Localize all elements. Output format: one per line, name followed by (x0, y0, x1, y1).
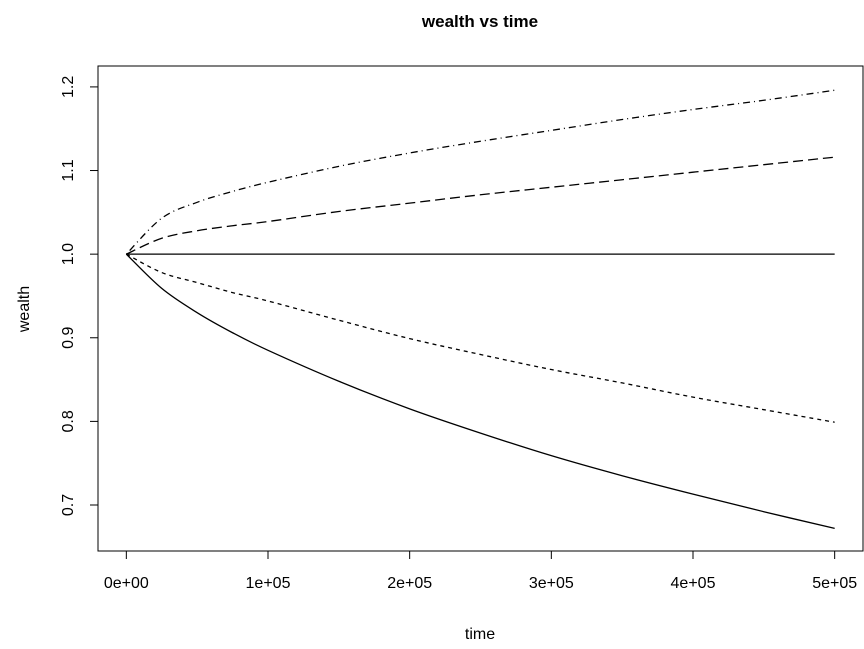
y-tick-label: 1.0 (60, 243, 77, 265)
x-tick-label: 5e+05 (812, 575, 857, 592)
series-line-4 (126, 253, 835, 423)
y-axis: 0.7 0.8 0.9 1.0 1.1 1.2 (60, 76, 99, 516)
y-tick-label: 0.9 (60, 327, 77, 349)
y-tick-label: 0.8 (60, 410, 77, 432)
y-tick-label: 1.2 (60, 76, 77, 98)
x-tick-label: 0e+00 (104, 575, 149, 592)
y-tick-label: 1.1 (60, 159, 77, 181)
series-layer (125, 89, 835, 530)
plot-area-frame (97, 65, 864, 552)
y-tick-label: 0.7 (60, 494, 77, 516)
series-line-2 (126, 156, 835, 255)
x-tick-label: 2e+05 (387, 575, 432, 592)
y-axis-label: wealth (16, 286, 33, 333)
x-tick-label: 3e+05 (529, 575, 574, 592)
x-tick-label: 1e+05 (246, 575, 291, 592)
series-line-5 (125, 253, 835, 530)
x-axis: 0e+00 1e+05 2e+05 3e+05 4e+05 5e+05 (104, 550, 857, 592)
chart-title: wealth vs time (421, 12, 538, 31)
series-line-1 (125, 89, 835, 255)
x-axis-label: time (465, 626, 495, 643)
x-tick-label: 4e+05 (671, 575, 716, 592)
